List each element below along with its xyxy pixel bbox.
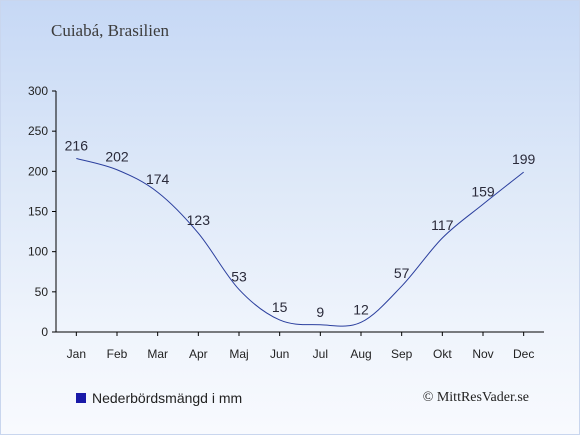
y-tick-label: 100	[28, 245, 48, 259]
y-tick-label: 200	[28, 164, 48, 178]
x-tick-label: Feb	[107, 347, 128, 361]
data-point	[401, 285, 403, 287]
x-tick-label: Jun	[270, 347, 289, 361]
data-label: 216	[65, 137, 89, 153]
data-label: 117	[431, 217, 454, 233]
data-point	[279, 319, 281, 321]
x-tick-label: Maj	[229, 347, 248, 361]
data-point	[441, 237, 443, 239]
x-tick-label: Dec	[513, 347, 534, 361]
data-point	[523, 171, 525, 173]
chart-title: Cuiabá, Brasilien	[51, 21, 170, 40]
series-line	[76, 157, 524, 327]
data-label: 12	[353, 301, 369, 317]
data-point	[157, 191, 159, 193]
x-tick-label: Jan	[67, 347, 86, 361]
y-tick-label: 50	[35, 285, 49, 299]
data-label: 57	[394, 265, 410, 281]
x-tick-label: Aug	[350, 347, 371, 361]
data-label: 53	[231, 268, 247, 284]
y-tick-label: 250	[28, 124, 48, 138]
data-label: 123	[187, 212, 211, 228]
x-tick-label: Okt	[433, 347, 452, 361]
data-label: 202	[105, 149, 129, 165]
legend: Nederbördsmängd i mm	[76, 390, 242, 406]
copyright-notice: © MittResVader.se	[422, 390, 529, 405]
y-tick-label: 300	[28, 84, 48, 98]
data-label: 159	[471, 183, 495, 199]
data-label: 199	[512, 151, 536, 167]
data-point	[238, 288, 240, 290]
data-point	[482, 203, 484, 205]
y-tick-label: 150	[28, 205, 48, 219]
x-tick-label: Mar	[147, 347, 168, 361]
data-point	[197, 232, 199, 234]
y-tick-label: 0	[41, 325, 48, 339]
legend-label: Nederbördsmängd i mm	[92, 390, 243, 406]
data-point	[75, 157, 77, 159]
data-label: 174	[146, 171, 170, 187]
data-label: 15	[272, 299, 288, 315]
legend-swatch	[76, 393, 86, 403]
data-label: 9	[316, 304, 324, 320]
x-tick-label: Sep	[391, 347, 413, 361]
x-tick-label: Jul	[313, 347, 328, 361]
x-tick-label: Apr	[189, 347, 208, 361]
x-tick-label: Nov	[472, 347, 493, 361]
data-point	[360, 321, 362, 323]
data-point	[319, 324, 321, 326]
data-point	[116, 169, 118, 171]
